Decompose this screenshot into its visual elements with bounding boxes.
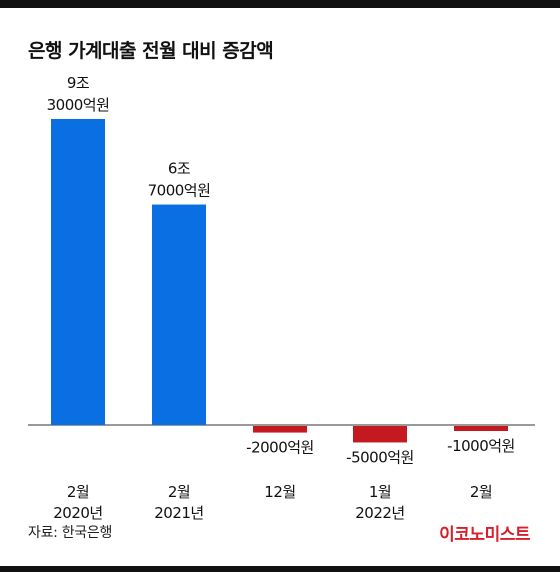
top-bar: [0, 0, 560, 8]
data-label: 6조: [168, 160, 191, 178]
category-year-label: 2021년: [154, 504, 203, 522]
data-label: -5000억원: [346, 448, 414, 466]
category-label: 12월: [264, 483, 295, 501]
data-label: 3000억원: [47, 96, 110, 114]
bar-0: [51, 119, 105, 425]
chart-title: 은행 가계대출 전월 대비 증감액: [28, 40, 274, 62]
brand-logo: 이코노미스트: [439, 525, 530, 545]
data-label: 9조: [67, 74, 90, 92]
bar-3: [353, 426, 407, 443]
bar-2: [253, 426, 307, 433]
category-year-label: 2022년: [355, 504, 404, 522]
bar-1: [152, 204, 206, 425]
category-year-label: 2020년: [53, 504, 102, 522]
category-label: 1월: [369, 483, 391, 501]
category-label: 2월: [67, 483, 89, 501]
bar-chart: 9조 3000억원 2월 2020년 6조 7000억원 2월 2021년 -2000억원 12월…: [28, 74, 535, 522]
bottom-bar: [0, 566, 560, 572]
data-label: -2000억원: [246, 439, 314, 457]
source-note: 자료: 한국은행: [28, 525, 113, 541]
bar-4: [454, 426, 508, 431]
category-label: 2월: [470, 483, 492, 501]
data-label: -1000억원: [447, 437, 515, 455]
data-label: 7000억원: [148, 182, 211, 200]
category-label: 2월: [168, 483, 190, 501]
